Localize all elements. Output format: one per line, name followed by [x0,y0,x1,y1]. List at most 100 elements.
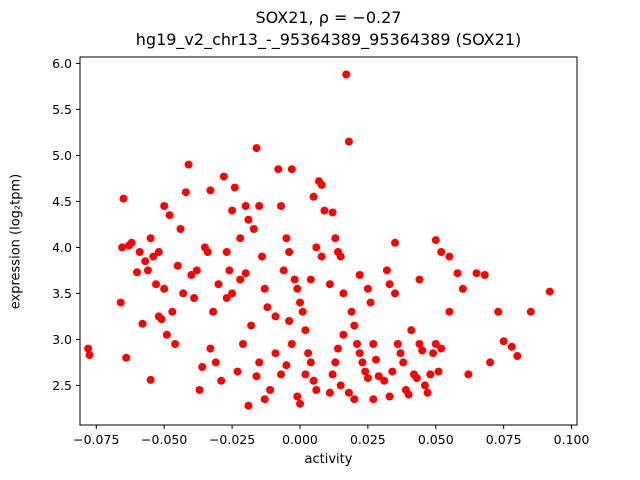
data-point [173,261,182,270]
data-point [239,340,247,348]
data-point [355,349,364,358]
data-point [306,358,315,367]
data-point [317,180,326,189]
data-point [263,303,272,312]
data-point [85,351,94,360]
data-point [133,268,141,277]
data-point [154,248,163,256]
data-point [195,386,204,394]
data-point [219,172,228,181]
data-point [301,326,310,335]
data-point [344,137,353,146]
x-tick-label: 0.025 [350,432,386,447]
data-point [437,248,446,256]
data-point [336,252,345,261]
data-point [271,349,280,358]
data-point [331,358,340,367]
y-tick-label: 4.0 [52,240,72,255]
data-point [168,307,177,316]
plot-title: SOX21, ρ = −0.27 [255,8,402,27]
data-point [429,349,438,358]
data-point [252,372,261,381]
data-point [380,376,389,385]
data-point [293,392,302,401]
x-tick-label: 0.100 [554,432,590,447]
data-point [141,257,150,266]
data-point [179,289,188,298]
x-tick-label: 0.075 [486,432,522,447]
data-point [320,206,329,215]
data-point [138,319,147,328]
data-point [486,358,495,367]
data-point [358,358,367,367]
data-point [431,340,440,348]
data-point [420,381,429,390]
data-point [309,376,318,385]
data-point [225,266,234,275]
data-point [415,275,424,284]
data-point [472,269,481,278]
data-point [445,252,454,261]
data-point [190,294,199,302]
data-point [247,321,256,330]
y-tick-label: 4.5 [52,194,72,209]
data-point [236,234,245,243]
data-point [339,330,348,339]
data-point [369,395,378,404]
data-point [84,344,93,353]
data-point [499,337,508,346]
data-point [437,344,446,353]
data-point [118,243,127,252]
data-point [162,330,171,339]
plot-subtitle: hg19_v2_chr13_-_95364389_95364389 (SOX21… [135,30,522,49]
data-point [228,289,237,298]
data-point [277,370,285,379]
data-point [271,312,280,321]
data-point [480,271,489,279]
data-point [464,370,473,379]
data-point [135,248,144,256]
data-point [255,202,264,210]
data-point [236,275,245,284]
y-axis-label: expression (log₂tpm) [8,173,24,310]
data-point [526,307,535,316]
data-point [415,340,424,348]
data-point [350,321,359,330]
data-point [260,284,269,293]
data-point [339,289,348,298]
x-tick-label: −0.075 [73,432,119,447]
data-point [513,352,522,360]
data-point [146,234,155,243]
y-tick-label: 5.5 [52,102,72,117]
y-tick-label: 3.5 [52,286,72,301]
data-point [274,165,283,174]
data-point [198,363,207,371]
data-point [143,266,152,275]
data-point [192,266,201,275]
data-point [312,243,321,252]
data-point [214,280,223,289]
data-point [171,340,180,348]
data-point [334,344,342,353]
data-point [290,275,299,284]
data-point [298,307,307,316]
data-point [328,208,337,217]
data-point [282,234,291,243]
data-point [244,401,253,410]
data-point [260,395,269,404]
data-point [184,160,193,169]
axes-box [79,56,578,426]
data-point [206,344,215,353]
y-tick-label: 3.0 [52,332,72,347]
data-point [372,355,380,364]
data-point [545,287,554,296]
data-point [230,183,239,192]
x-tick-label: −0.050 [141,432,187,447]
data-point [244,215,253,224]
data-point [369,340,378,348]
data-point [374,372,383,381]
data-point [209,307,218,316]
data-point [309,192,318,201]
data-point [176,225,185,233]
